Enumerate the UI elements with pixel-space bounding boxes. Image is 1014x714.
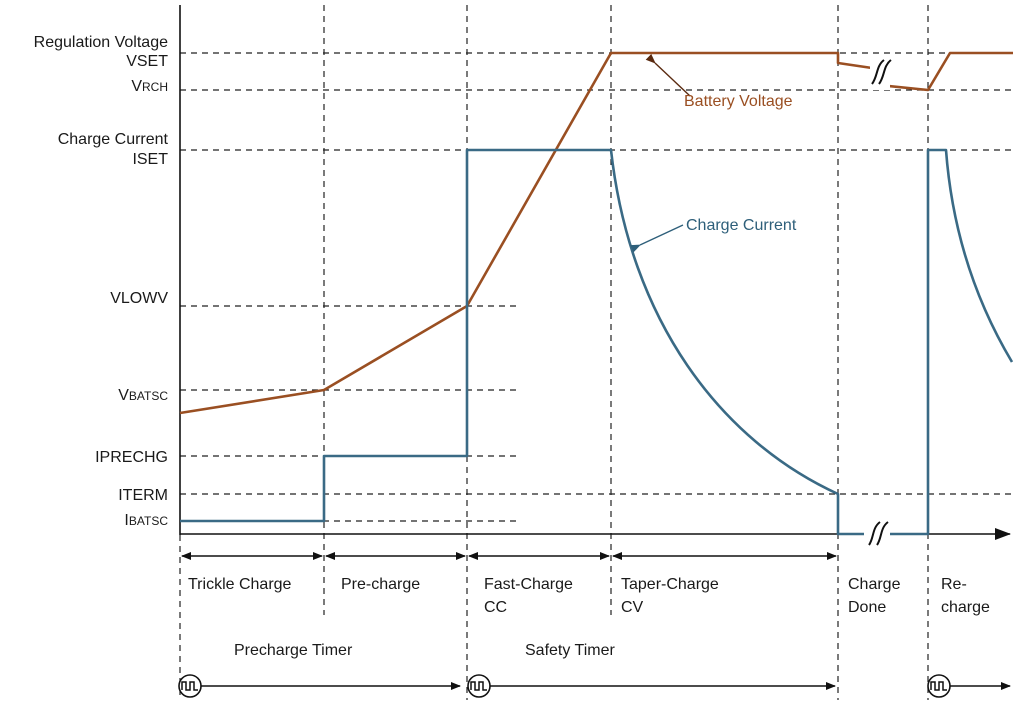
clock-pulse-icon (467, 674, 491, 698)
charge-current-callout-arrow (630, 224, 684, 253)
phase-label: Re- (941, 576, 967, 593)
iset-label: ISET (132, 151, 168, 168)
ibatsc-label: IBATSC (124, 512, 168, 529)
battery-voltage-trace-after-break (887, 51, 1013, 92)
phase-label: CC (484, 599, 507, 616)
axis-break-icon (864, 521, 890, 546)
clock-pulse-icon (178, 674, 202, 698)
regulation-voltage-label: Regulation Voltage (34, 34, 168, 51)
phase-boundaries (179, 5, 929, 700)
battery-voltage-trace (179, 51, 873, 415)
vset-label: VSET (126, 53, 168, 70)
charge-current-trace-after-break (890, 148, 1014, 536)
charge-current-axis-label: Charge Current (58, 131, 169, 148)
phase-label: Taper-Charge (621, 576, 719, 593)
phase-label: CV (621, 599, 644, 616)
charge-current-label: Charge Current (686, 217, 797, 234)
clock-pulse-icon (927, 674, 951, 698)
phase-label: Charge (848, 576, 901, 593)
iprechg-label: IPRECHG (95, 449, 168, 466)
battery-voltage-callout-arrow (645, 53, 691, 97)
vbatsc-label: VBATSC (118, 387, 168, 404)
reference-lines (180, 52, 1013, 522)
precharge-timer-label: Precharge Timer (234, 642, 353, 659)
safety-timer-label: Safety Timer (525, 642, 615, 659)
y-axis-labels: Regulation Voltage VSET VRCH Charge Curr… (34, 34, 169, 529)
vlowv-label: VLOWV (110, 290, 168, 307)
phase-label: Pre-charge (341, 576, 420, 593)
iterm-label: ITERM (118, 487, 168, 504)
battery-voltage-label: Battery Voltage (684, 93, 793, 110)
axis-break-icon (870, 59, 892, 90)
phase-label: charge (941, 599, 990, 616)
phase-label: Done (848, 599, 886, 616)
phase-label: Fast-Charge (484, 576, 573, 593)
phase-label: Trickle Charge (188, 576, 292, 593)
vrch-label: VRCH (131, 78, 168, 95)
charge-current-trace (180, 148, 866, 536)
phase-labels: Trickle Charge Pre-charge Fast-Charge CC… (188, 576, 990, 616)
